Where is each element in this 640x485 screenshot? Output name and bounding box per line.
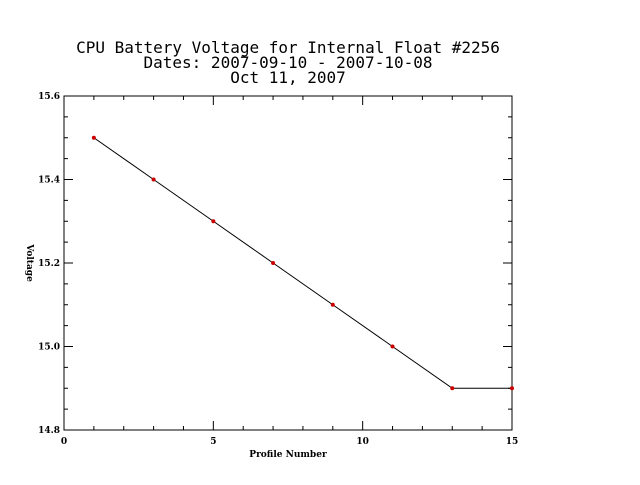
y-tick-label: 15.0 xyxy=(38,343,60,353)
data-point xyxy=(450,386,455,391)
data-point xyxy=(211,219,216,224)
y-tick-label: 15.2 xyxy=(38,259,60,269)
plot-frame xyxy=(63,95,513,431)
x-axis-label: Profile Number xyxy=(249,450,327,460)
data-point xyxy=(271,261,276,265)
data-point xyxy=(390,344,395,349)
x-tick-label: 5 xyxy=(210,437,216,447)
y-axis-label: Voltage xyxy=(24,243,34,282)
chart-title-line-3: Oct 11, 2007 xyxy=(230,68,346,87)
data-point xyxy=(91,135,96,140)
y-tick-label: 15.4 xyxy=(38,176,60,186)
y-tick-label: 14.8 xyxy=(38,426,60,436)
chart-title-line-2: Dates: 2007-09-10 - 2007-10-08 xyxy=(144,53,433,72)
series-line xyxy=(93,137,512,389)
data-point xyxy=(510,386,514,391)
y-axis-ticks: 14.8 15.0 15.2 15.4 15.6 xyxy=(38,92,512,436)
x-tick-label: 15 xyxy=(506,437,519,447)
x-axis-ticks: 0 5 10 15 xyxy=(61,96,518,447)
x-tick-label: 0 xyxy=(61,437,67,447)
series-layer xyxy=(91,135,514,391)
y-tick-label: 15.6 xyxy=(38,92,60,102)
chart-title-line-1: CPU Battery Voltage for Internal Float #… xyxy=(76,38,500,57)
data-point xyxy=(151,177,156,182)
data-point xyxy=(330,302,335,307)
x-tick-label: 10 xyxy=(356,437,369,447)
